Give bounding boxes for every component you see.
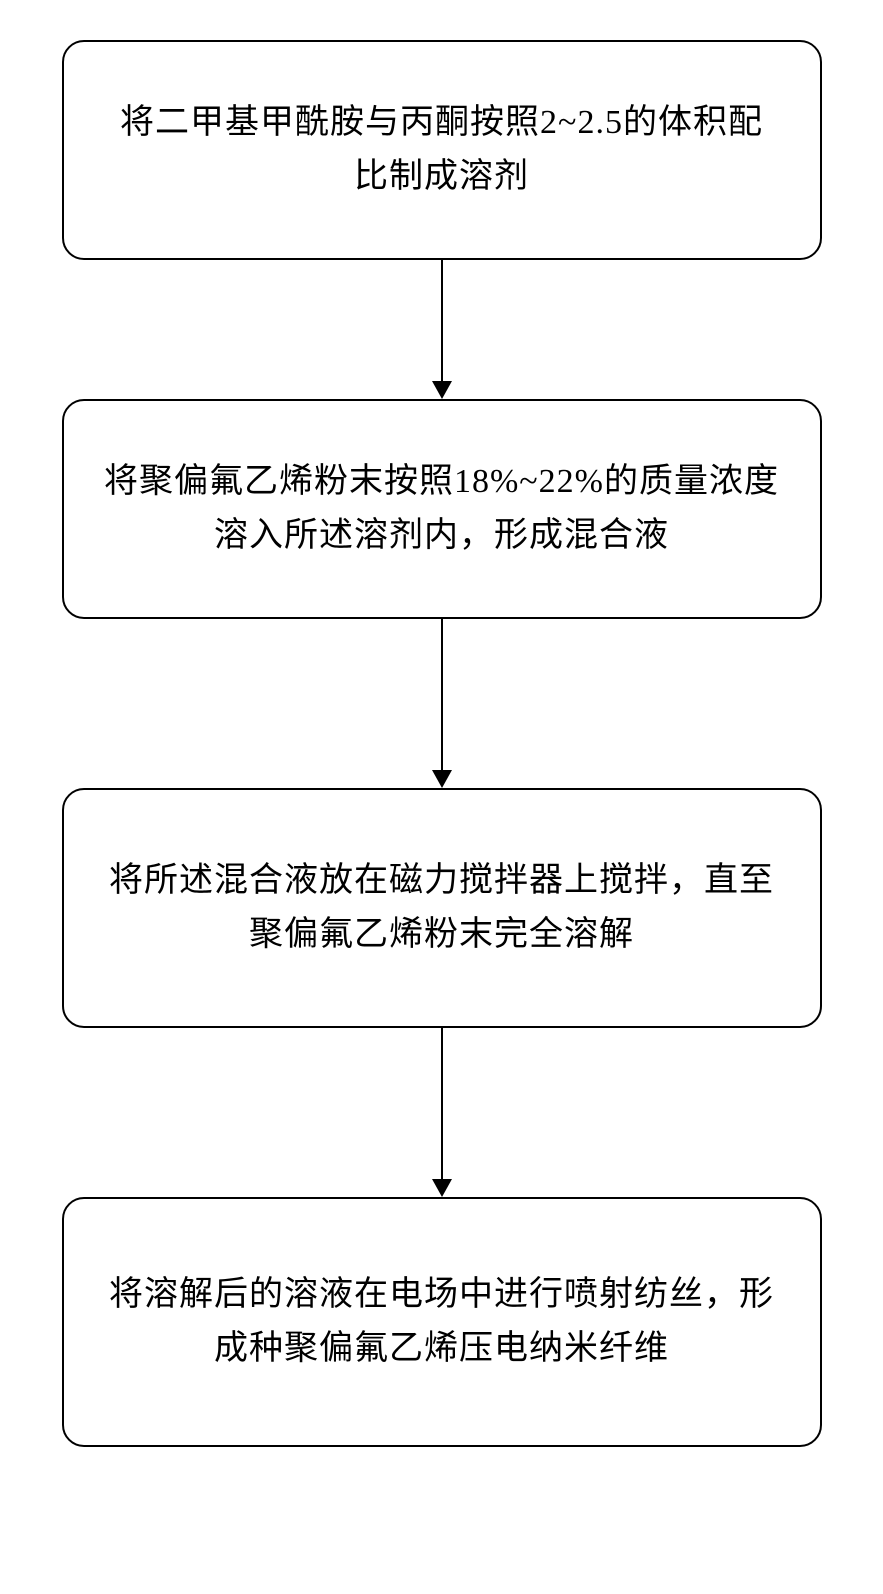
arrow-head-icon	[432, 770, 452, 788]
flow-step-3-text: 将所述混合液放在磁力搅拌器上搅拌，直至聚偏氟乙烯粉末完全溶解	[104, 854, 780, 963]
flow-step-3: 将所述混合液放在磁力搅拌器上搅拌，直至聚偏氟乙烯粉末完全溶解	[62, 788, 822, 1028]
flow-step-4-text: 将溶解后的溶液在电场中进行喷射纺丝，形成种聚偏氟乙烯压电纳米纤维	[104, 1268, 780, 1377]
arrow-head-icon	[432, 1179, 452, 1197]
flow-arrow-1	[432, 260, 452, 399]
flow-step-1-text: 将二甲基甲酰胺与丙酮按照2~2.5的体积配比制成溶剂	[104, 96, 780, 205]
flow-arrow-3	[432, 1028, 452, 1197]
flow-step-2: 将聚偏氟乙烯粉末按照18%~22%的质量浓度溶入所述溶剂内，形成混合液	[62, 399, 822, 619]
flow-step-1: 将二甲基甲酰胺与丙酮按照2~2.5的体积配比制成溶剂	[62, 40, 822, 260]
flow-step-4: 将溶解后的溶液在电场中进行喷射纺丝，形成种聚偏氟乙烯压电纳米纤维	[62, 1197, 822, 1447]
arrow-shaft	[441, 260, 443, 382]
flow-arrow-2	[432, 619, 452, 788]
flow-step-2-text: 将聚偏氟乙烯粉末按照18%~22%的质量浓度溶入所述溶剂内，形成混合液	[104, 455, 780, 564]
arrow-shaft	[441, 619, 443, 771]
arrow-head-icon	[432, 381, 452, 399]
flowchart-container: 将二甲基甲酰胺与丙酮按照2~2.5的体积配比制成溶剂 将聚偏氟乙烯粉末按照18%…	[0, 0, 883, 1487]
arrow-shaft	[441, 1028, 443, 1180]
